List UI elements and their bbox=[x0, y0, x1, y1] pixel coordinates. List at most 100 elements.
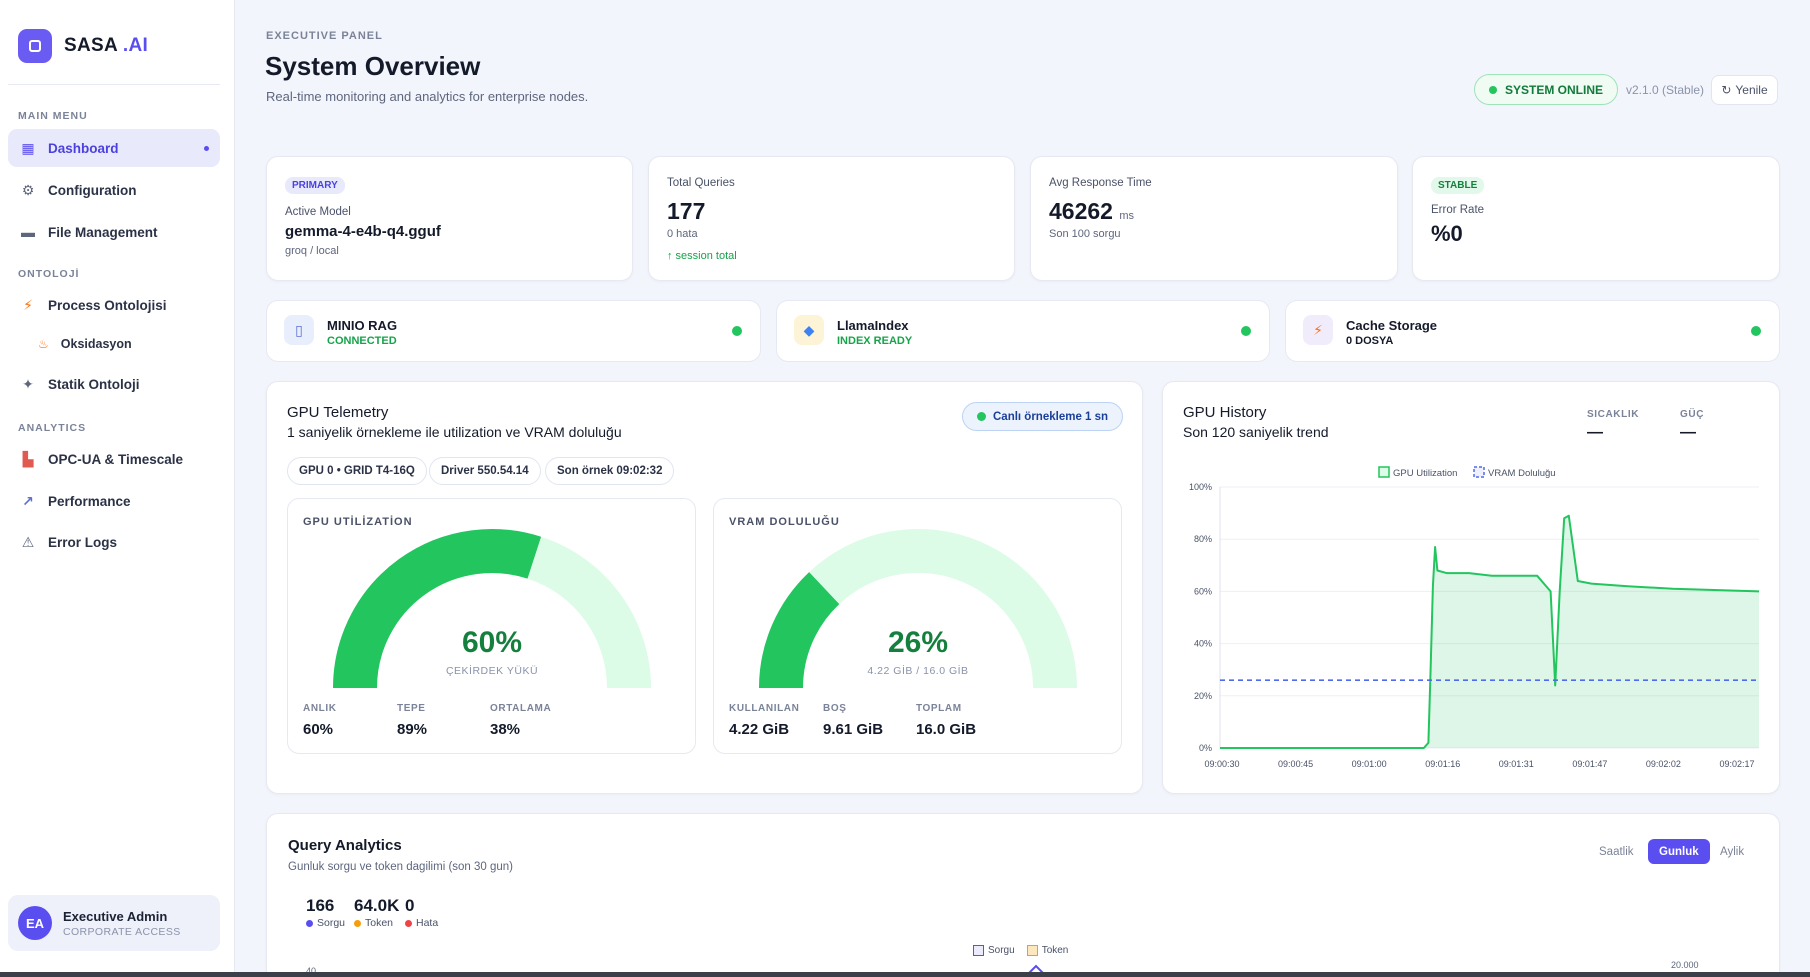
stat-label: KULLANILAN bbox=[729, 703, 800, 714]
sidebar-item-process-ontology[interactable]: ⚡ Process Ontolojisi bbox=[8, 286, 220, 324]
legend-tokens: Token bbox=[354, 917, 393, 929]
stat-value: 38% bbox=[490, 721, 521, 738]
brand-logo-icon bbox=[18, 29, 52, 63]
stat-label: TEPE bbox=[397, 703, 426, 714]
storage-icon: ▯ bbox=[284, 315, 314, 345]
user-role: CORPORATE ACCESS bbox=[63, 925, 181, 938]
vram-gauge bbox=[759, 528, 1077, 689]
sidebar-item-performance[interactable]: ↗ Performance bbox=[8, 482, 220, 520]
gauge-caption: ÇEKİRDEK YÜKÜ bbox=[445, 665, 539, 677]
x-tick-label: 09:01:16 bbox=[1425, 759, 1460, 769]
sidebar-item-file-management[interactable]: ▬ File Management bbox=[8, 213, 220, 251]
lightning-icon: ⚡ bbox=[1303, 315, 1333, 345]
service-name: MINIO RAG bbox=[327, 318, 398, 333]
brand[interactable]: SASA .AI bbox=[18, 29, 148, 63]
telemetry-title: GPU Telemetry bbox=[287, 404, 389, 421]
kpi-sub: 0 hata bbox=[667, 228, 698, 240]
nav-section-main: MAIN MENU bbox=[18, 110, 88, 122]
sidebar-subitem-oxidation[interactable]: ♨ Oksidasyon bbox=[38, 337, 132, 351]
kpi-sub: groq / local bbox=[285, 245, 339, 257]
gauge-value: 60% bbox=[461, 626, 523, 659]
gauge-value: 26% bbox=[887, 626, 949, 659]
flame-icon: ♨ bbox=[38, 337, 49, 351]
gpu-utilization-area bbox=[1220, 515, 1759, 748]
service-name: LlamaIndex bbox=[837, 318, 909, 333]
kpi-label: Avg Response Time bbox=[1049, 177, 1152, 189]
stat-value: 4.22 GiB bbox=[729, 721, 790, 738]
sidebar-item-label: File Management bbox=[48, 224, 158, 240]
diamond-icon: ◆ bbox=[794, 315, 824, 345]
x-tick-label: 09:01:47 bbox=[1572, 759, 1607, 769]
window-bottom-bar bbox=[0, 972, 1810, 977]
legend-swatch bbox=[1378, 466, 1390, 478]
status-dot-icon bbox=[1751, 326, 1761, 336]
nav-section-analytics: ANALYTICS bbox=[18, 422, 87, 434]
sidebar-item-dashboard[interactable]: ▦ Dashboard bbox=[8, 129, 220, 167]
x-tick-label: 09:00:30 bbox=[1204, 759, 1239, 769]
lightning-icon: ⚡ bbox=[23, 296, 33, 313]
gpu-history-panel bbox=[1162, 381, 1780, 794]
folder-icon: ▬ bbox=[21, 224, 35, 240]
gpu-utilization-line bbox=[1220, 514, 1760, 749]
sidebar-item-label: Performance bbox=[48, 493, 131, 509]
y-tick-label: 100% bbox=[1189, 482, 1212, 492]
sidebar-item-label: OPC-UA & Timescale bbox=[48, 451, 184, 467]
user-card[interactable]: EA Executive Admin CORPORATE ACCESS bbox=[8, 895, 220, 951]
tab-hourly[interactable]: Saatlik bbox=[1599, 845, 1634, 858]
sparkle-icon: ✦ bbox=[22, 375, 34, 392]
service-card-cache: ⚡ Cache Storage 0 DOSYA bbox=[1285, 300, 1780, 362]
stat-value: 16.0 GiB bbox=[916, 721, 977, 738]
x-tick-label: 09:01:31 bbox=[1499, 759, 1534, 769]
kpi-label: Error Rate bbox=[1431, 204, 1485, 216]
x-tick-label: 09:02:02 bbox=[1646, 759, 1681, 769]
gauge-title: GPU UTİLİZATİON bbox=[303, 516, 413, 528]
sidebar-item-static-ontology[interactable]: ✦ Statik Ontoloji bbox=[8, 365, 220, 403]
gauge-fill bbox=[759, 572, 840, 689]
tab-daily[interactable]: Gunluk bbox=[1648, 839, 1710, 864]
primary-badge: PRIMARY bbox=[285, 177, 345, 194]
last-sample-chip: Son örnek 09:02:32 bbox=[545, 457, 675, 485]
sidebar-item-label: Statik Ontoloji bbox=[48, 376, 140, 392]
history-subtitle: Son 120 saniyelik trend bbox=[1183, 424, 1329, 440]
y-tick-label: 60% bbox=[1194, 586, 1212, 596]
kpi-error-rate: STABLE Error Rate %0 bbox=[1412, 156, 1780, 281]
x-tick-label: 09:00:45 bbox=[1278, 759, 1313, 769]
y-tick-label: 20% bbox=[1194, 691, 1212, 701]
gauge-track bbox=[526, 536, 651, 689]
page-title: System Overview bbox=[265, 51, 481, 81]
service-card-minio: ▯ MINIO RAG CONNECTED bbox=[266, 300, 761, 362]
history-title: GPU History bbox=[1183, 404, 1267, 421]
sidebar-item-opcua[interactable]: ▙ OPC-UA & Timescale bbox=[8, 440, 220, 478]
analytics-title: Query Analytics bbox=[288, 837, 402, 854]
refresh-icon: ↻ bbox=[1721, 83, 1732, 97]
tab-monthly[interactable]: Aylik bbox=[1720, 845, 1745, 858]
service-card-llamaindex: ◆ LlamaIndex INDEX READY bbox=[776, 300, 1270, 362]
gauge-caption: 4.22 GİB / 16.0 GİB bbox=[867, 665, 969, 677]
total-tokens: 64.0K bbox=[354, 896, 400, 915]
refresh-button[interactable]: ↻ Yenile bbox=[1711, 75, 1778, 105]
sidebar-item-label: Oksidasyon bbox=[60, 337, 132, 351]
sidebar-item-error-logs[interactable]: ⚠ Error Logs bbox=[8, 523, 220, 561]
analytics-y-left-top: 40 bbox=[306, 966, 317, 976]
power-label: GÜÇ bbox=[1680, 409, 1705, 420]
kpi-value: 177 bbox=[667, 198, 706, 224]
sidebar-item-label: Dashboard bbox=[48, 140, 119, 156]
temperature-label: SICAKLIK bbox=[1587, 409, 1640, 420]
status-dot-icon bbox=[732, 326, 742, 336]
factory-icon: ▙ bbox=[22, 450, 34, 467]
active-indicator bbox=[204, 146, 209, 151]
status-dot-icon bbox=[1241, 326, 1251, 336]
user-name: Executive Admin bbox=[63, 908, 168, 924]
marker-icon bbox=[1027, 964, 1045, 975]
live-dot-icon bbox=[977, 412, 986, 421]
kpi-total-queries: Total Queries 177 0 hata ↑ session total bbox=[648, 156, 1015, 281]
sidebar-item-configuration[interactable]: ⚙ Configuration bbox=[8, 171, 220, 209]
stat-label: TOPLAM bbox=[916, 703, 962, 714]
gauge-track bbox=[809, 528, 1077, 689]
service-status: CONNECTED bbox=[327, 335, 397, 347]
brand-name: SASA .AI bbox=[64, 35, 149, 56]
total-queries: 166 bbox=[306, 896, 335, 915]
y-tick-label: 0% bbox=[1199, 743, 1212, 753]
nav-section-ontology: ONTOLOJİ bbox=[18, 268, 80, 280]
kpi-value: gemma-4-e4b-q4.gguf bbox=[285, 223, 441, 240]
